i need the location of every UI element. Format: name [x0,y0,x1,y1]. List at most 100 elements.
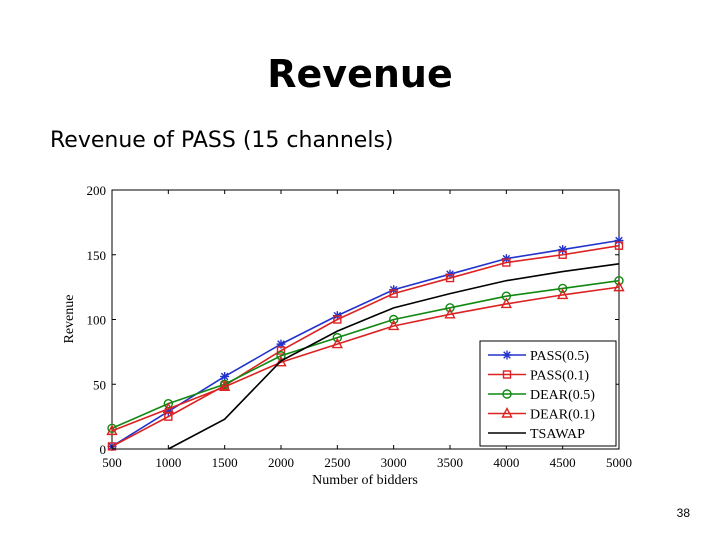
page-number: 38 [676,506,690,520]
series-line [111,286,620,432]
x-tick-label: 1500 [212,455,238,470]
legend-label: DEAR(0.5) [530,388,595,403]
legend-entry: PASS(0.1) [488,369,589,384]
data-point-circle [107,423,117,433]
data-point-star [220,371,230,381]
legend-entry: PASS(0.5) [488,349,589,364]
series-line [111,239,620,448]
data-point-star [276,339,286,349]
data-point-star [163,406,173,416]
x-tick-label: 4500 [550,455,576,470]
data-point-star [389,285,399,295]
legend-entry: TSAWAP [488,427,585,442]
data-point-triangle [557,288,569,300]
legend-label: PASS(0.5) [530,349,589,364]
data-point-circle [332,332,343,343]
data-point-triangle [219,380,231,392]
star-stroke [277,340,285,348]
legend-entry: DEAR(0.1) [488,407,595,423]
data-point-triangle [331,337,343,349]
plot-area [111,189,620,450]
x-tick-label: 2500 [324,455,350,470]
star-stroke [558,245,567,254]
x-tick-label: 4000 [493,455,519,470]
data-point-star [614,236,624,246]
star-stroke [502,254,511,263]
x-tick-label: 500 [102,455,122,470]
star-stroke [615,236,623,245]
data-point-circle [502,389,512,399]
series-line [111,244,620,448]
series-pass-0-1 [107,241,624,451]
data-point-star [332,311,342,321]
data-point-circle [445,303,455,313]
star-stroke [277,340,285,348]
star-stroke [446,270,454,278]
legend-label: TSAWAP [530,427,585,442]
data-point-triangle [275,355,287,367]
x-tick-label: 2000 [268,455,294,470]
x-tick-label: 3000 [381,455,407,470]
y-tick-label: 50 [93,377,106,392]
data-point-triangle [106,424,118,436]
data-point-triangle [444,307,456,319]
data-point-square [502,370,512,379]
star-stroke [220,372,229,381]
data-point-triangle [388,319,400,331]
data-point-square [107,442,117,451]
legend-box [479,340,617,447]
data-point-circle [163,398,174,409]
legend-label: DEAR(0.1) [530,408,595,423]
data-point-square [558,250,567,259]
data-point-square [333,315,342,324]
chart-legend: PASS(0.5) PASS(0.1) DEAR(0.5) DEAR(0.1) TSAW… [479,340,617,447]
legend-label: PASS(0.1) [530,369,589,384]
data-point-circle [219,379,230,389]
star-stroke [333,311,342,320]
data-point-star [501,254,511,264]
x-tick-label: 3500 [437,455,463,470]
series-pass-0-5 [107,236,624,451]
y-tick-label: 100 [87,313,107,328]
star-stroke [503,351,511,359]
star-stroke [164,407,173,416]
data-point-circle [614,275,624,286]
data-point-square [389,289,398,298]
y-axis-label: Revenue [62,295,77,344]
series-dear-0-5 [107,275,624,433]
star-stroke [503,351,511,359]
x-tick-label: 1000 [155,455,181,470]
series-line [111,279,620,430]
data-point-triangle [162,402,174,414]
star-stroke [108,442,116,451]
data-point-square [164,412,173,421]
data-point-circle [276,351,286,361]
star-stroke [558,245,567,254]
data-point-triangle [613,280,625,292]
star-stroke [389,285,398,294]
slide-subtitle: Revenue of PASS (15 channels) [50,128,394,153]
data-point-circle [388,314,399,325]
star-stroke [615,236,623,245]
star-stroke [502,254,511,263]
data-point-triangle [501,407,513,418]
data-point-circle [557,283,568,294]
series-line [167,263,620,450]
star-stroke [220,372,229,381]
star-stroke [333,311,342,320]
star-stroke [164,407,173,416]
data-point-square [502,258,511,267]
data-point-star [107,441,117,451]
data-point-star [502,350,512,360]
y-tick-label: 150 [87,248,107,263]
data-point-square [276,346,286,355]
data-point-star [445,269,455,279]
data-point-circle [501,291,512,301]
slide-title: Revenue [267,52,453,96]
data-point-square [614,241,624,250]
x-axis-label: Number of bidders [312,473,418,488]
data-point-square [445,273,455,283]
legend-entry: DEAR(0.5) [488,388,595,403]
y-tick-label: 200 [87,183,107,198]
x-tick-label: 5000 [606,455,632,470]
